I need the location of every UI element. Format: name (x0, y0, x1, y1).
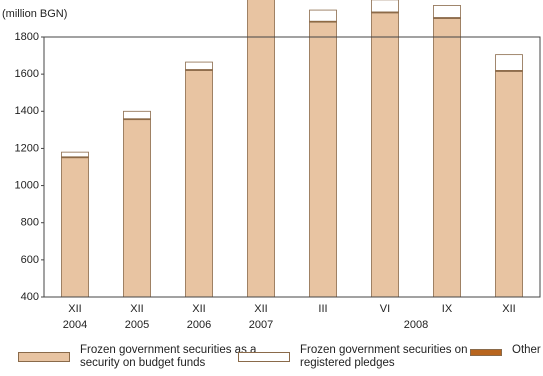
x-tick-label: XII (130, 303, 143, 315)
legend-swatch (18, 352, 70, 362)
year-label: 2006 (187, 319, 211, 331)
x-tick-label: IX (442, 303, 453, 315)
y-tick-label: 1600 (15, 68, 39, 80)
y-tick-label: 800 (21, 217, 39, 229)
year-label: 2007 (249, 319, 273, 331)
bar-segment (61, 157, 89, 298)
y-tick-label: 1000 (15, 179, 39, 191)
bar-segment (185, 70, 213, 298)
y-tick-label: 400 (21, 291, 39, 303)
bar-segment (495, 54, 523, 71)
year-label: 2008 (404, 319, 428, 331)
y-axis-label: (million BGN) (2, 8, 67, 20)
x-tick-label: XII (502, 303, 515, 315)
legend-item: Frozen government securities as a securi… (18, 344, 260, 370)
y-tick-label: 1800 (15, 31, 39, 43)
x-tick-label: XII (192, 303, 205, 315)
bar-segment (185, 61, 213, 70)
year-label: 2004 (63, 319, 87, 331)
chart: (million BGN) 400 600 800 1000 1200 1400 1600 1… (2, 0, 541, 331)
legend-swatch (238, 352, 290, 362)
y-tick-label: 1200 (15, 142, 39, 154)
bar-segment (123, 110, 151, 120)
x-tick-label: VI (380, 303, 390, 315)
legend-item: Frozen government securities on register… (238, 344, 480, 370)
legend-label: Frozen government securities on register… (300, 344, 468, 369)
y-tick-label: 1400 (15, 105, 39, 117)
bar-segment (309, 21, 337, 298)
legend-label: Other (512, 344, 541, 356)
bar-segment (433, 5, 461, 18)
bar-segment (371, 0, 399, 13)
y-tick-label: 600 (21, 254, 39, 266)
plot-frame (43, 36, 541, 298)
bar-segment (123, 119, 151, 298)
legend-label: Frozen government securities as a securi… (80, 344, 257, 369)
x-tick-label: XII (254, 303, 267, 315)
legend-swatch (470, 349, 502, 356)
year-label: 2005 (125, 319, 149, 331)
legend-item: Other (470, 344, 543, 357)
bar-segment (495, 70, 523, 298)
bar-segment (371, 12, 399, 298)
bar-segment (309, 9, 337, 22)
x-tick-label: XII (68, 303, 81, 315)
bar-segment (247, 0, 275, 298)
bar-segment (433, 18, 461, 298)
bar-segment (61, 151, 89, 158)
x-tick-label: III (318, 303, 327, 315)
